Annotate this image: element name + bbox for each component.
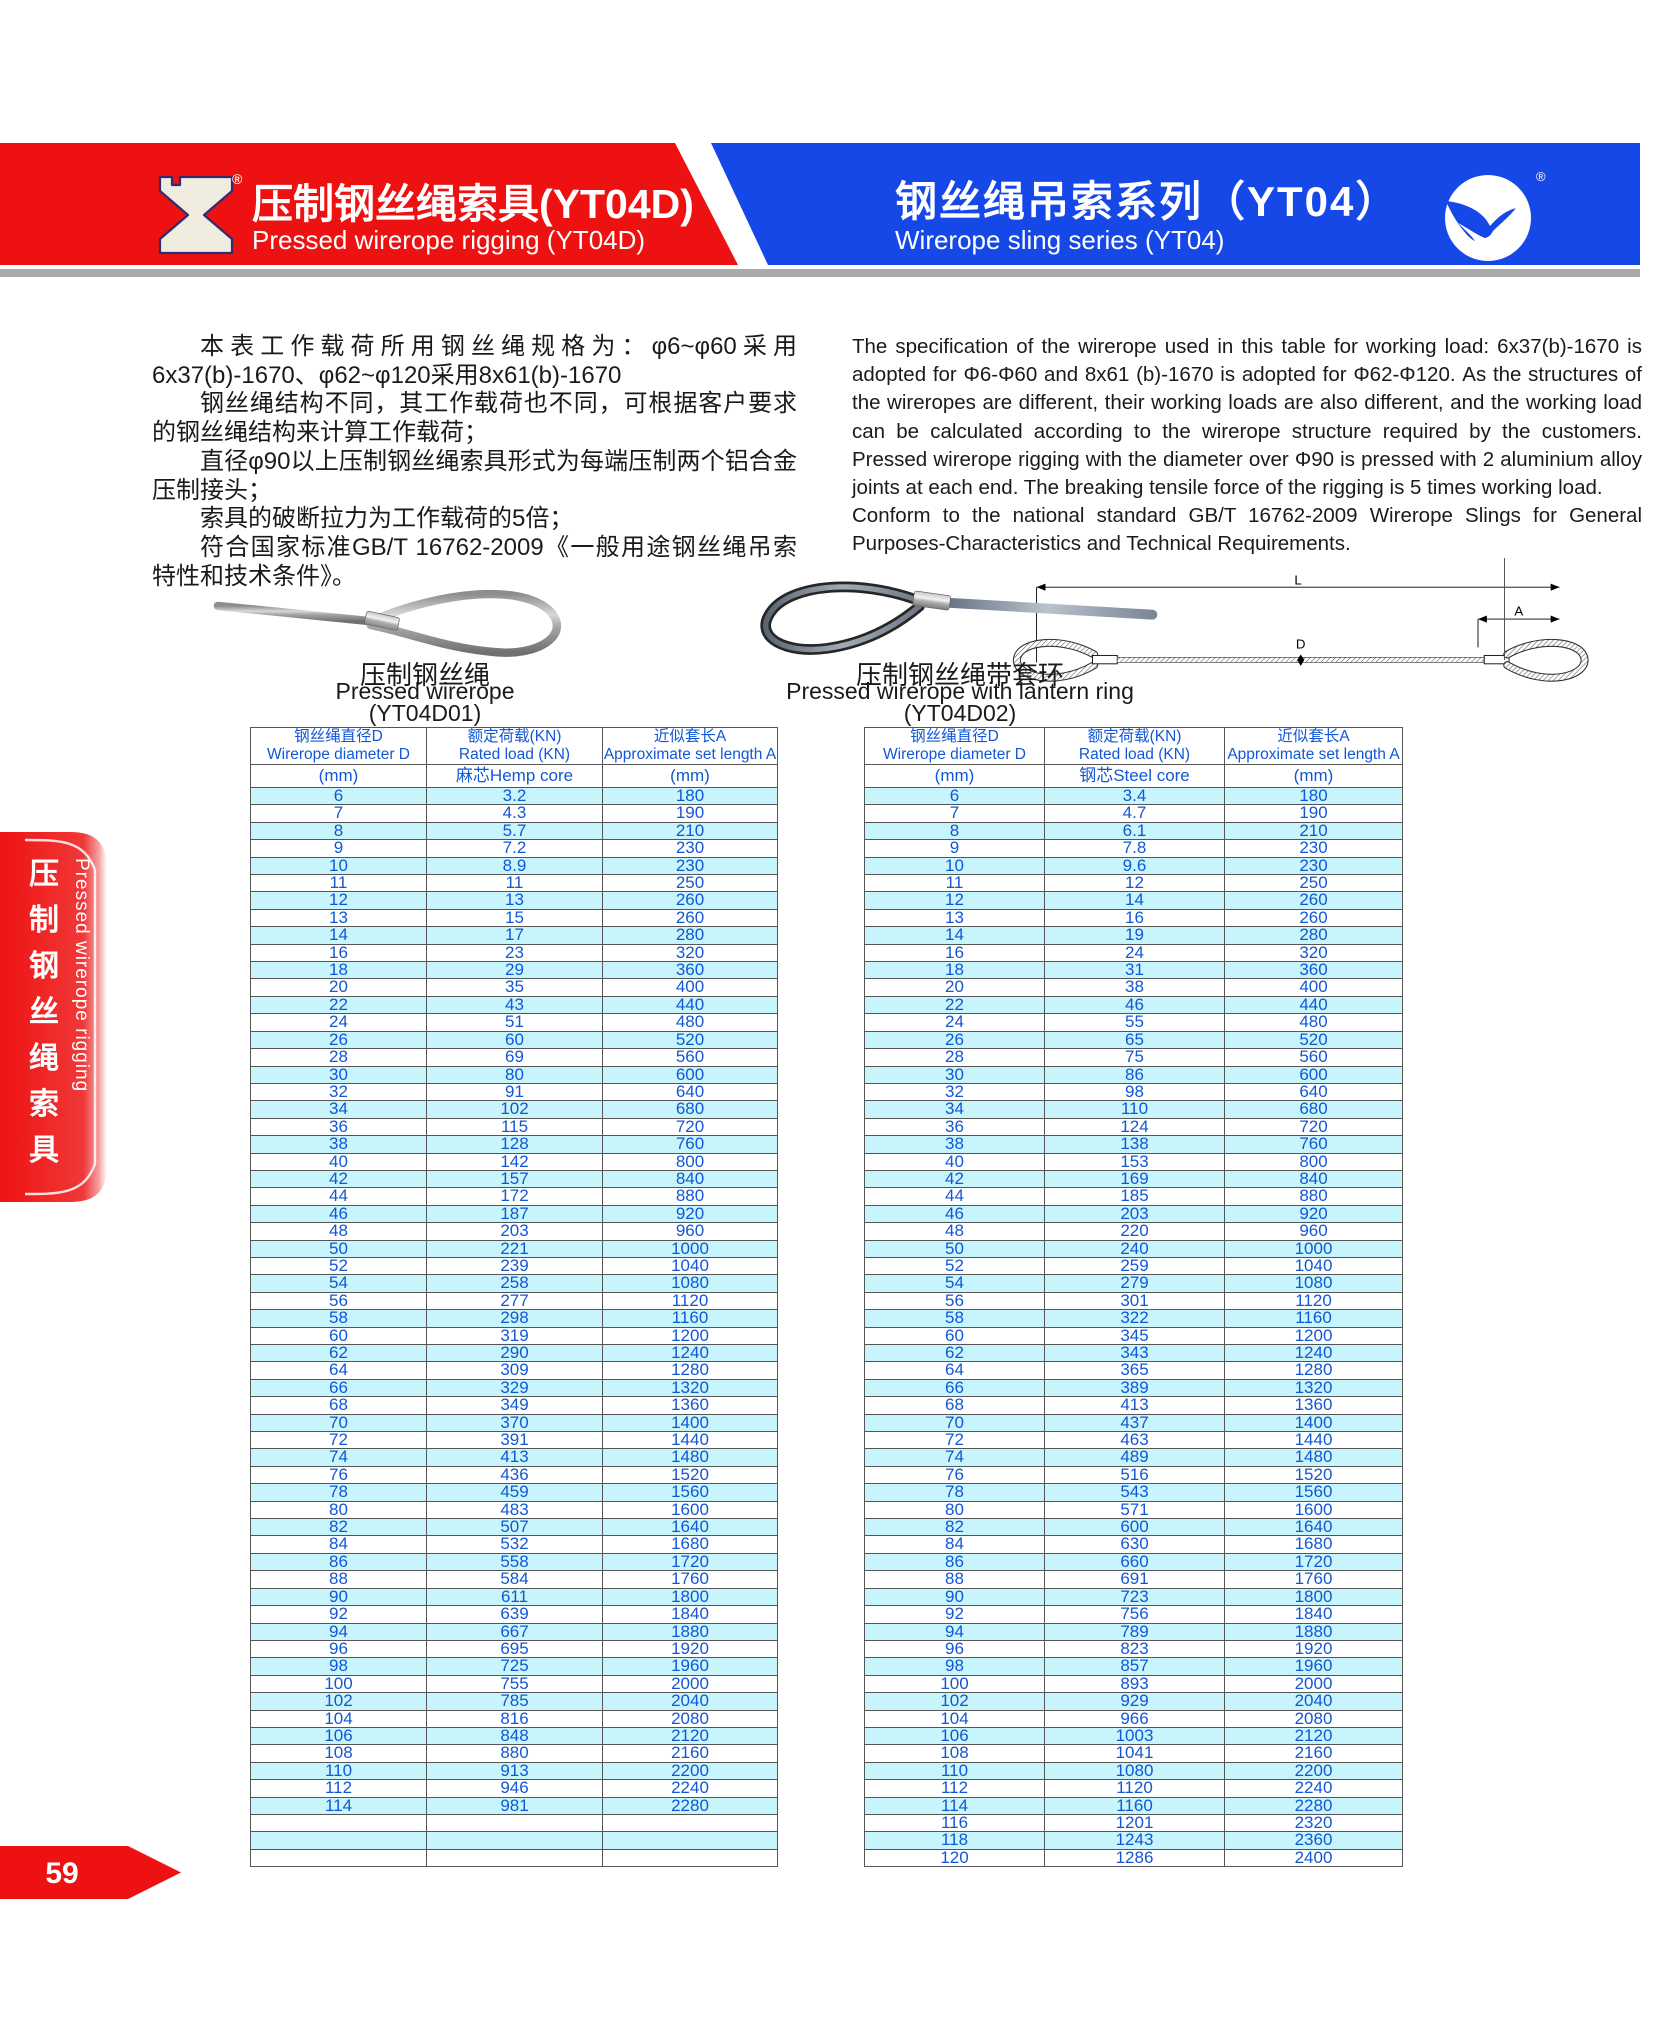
svg-text:59: 59 <box>45 1857 78 1890</box>
svg-text:D: D <box>1296 636 1306 651</box>
svg-text:L: L <box>1294 573 1301 588</box>
svg-text:A: A <box>1514 604 1523 619</box>
